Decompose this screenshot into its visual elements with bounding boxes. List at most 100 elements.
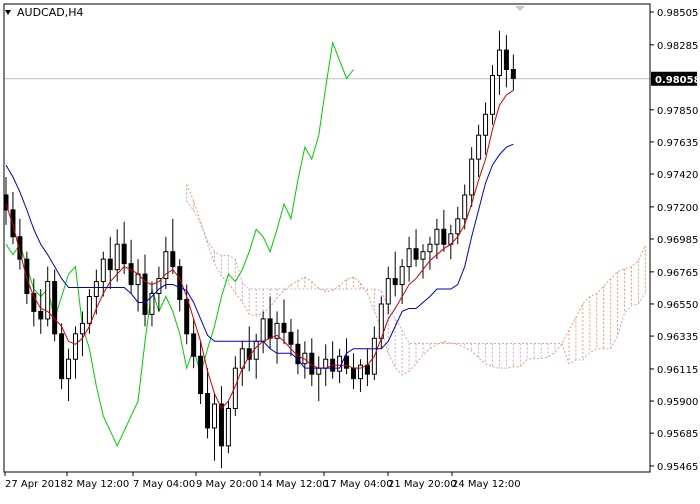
candle-body	[392, 278, 398, 286]
candle-body	[434, 228, 440, 245]
chikou-span-layer	[5, 40, 354, 448]
candle	[476, 124, 482, 178]
candle	[17, 218, 23, 270]
candle-body	[385, 278, 391, 305]
candle-body	[121, 243, 127, 265]
candle	[483, 102, 489, 155]
candle	[225, 401, 231, 454]
candle	[38, 289, 44, 334]
kijun-sen-line	[5, 143, 514, 369]
price-tick-label: 0.96765	[657, 268, 698, 279]
candle	[274, 311, 280, 364]
candle-body	[79, 322, 85, 335]
candle-body	[24, 258, 30, 295]
candle	[288, 318, 294, 357]
price-tick-label: 0.95465	[657, 462, 698, 473]
candle-body	[316, 367, 322, 375]
candle-body	[364, 364, 370, 375]
candle	[212, 393, 217, 461]
candle	[427, 236, 433, 270]
candle	[163, 236, 169, 290]
candle-body	[288, 331, 294, 345]
candle	[455, 206, 461, 245]
candle	[205, 368, 211, 439]
candle	[281, 299, 287, 345]
symbol-dropdown-icon[interactable]	[5, 10, 11, 15]
senkou-span-b-line	[186, 200, 646, 365]
candle-body	[357, 364, 363, 380]
candle-body	[191, 333, 197, 357]
candle	[357, 359, 363, 393]
candle-body	[107, 258, 113, 271]
time-tick-label: 21 May 20:00	[388, 479, 457, 490]
candle	[392, 251, 398, 297]
candle	[413, 229, 419, 267]
candle-body	[156, 278, 162, 295]
candle-body	[128, 263, 134, 286]
candle	[149, 281, 155, 327]
time-tick-label: 14 May 12:00	[260, 479, 329, 490]
candle	[385, 266, 391, 315]
price-tick-label: 0.97200	[657, 203, 698, 214]
candle	[128, 239, 134, 294]
candle	[218, 386, 224, 469]
candle-body	[86, 295, 92, 324]
candle-body	[462, 194, 468, 220]
candle	[107, 236, 113, 290]
price-tick-label: 0.97850	[657, 106, 698, 117]
candle	[59, 323, 65, 390]
shift-marker-icon[interactable]	[515, 6, 525, 11]
price-tick-label: 0.95900	[657, 397, 698, 408]
candle	[344, 338, 350, 375]
candle	[93, 269, 99, 315]
candle-body	[399, 266, 405, 286]
candle-body	[503, 49, 509, 70]
time-tick-label: 27 Apr 2018	[5, 479, 67, 490]
candle-body	[142, 273, 148, 315]
candle	[503, 35, 509, 88]
candle-body	[351, 367, 356, 380]
candle-body	[198, 355, 204, 395]
price-tick-label: 0.97635	[657, 138, 698, 149]
price-tick-label: 0.96550	[657, 300, 698, 311]
candle-body	[253, 340, 259, 360]
candle-body	[163, 251, 169, 280]
time-tick-label: 2 May 12:00	[67, 479, 129, 490]
candle-body	[52, 281, 58, 335]
candle	[79, 311, 85, 357]
price-tick-label: 0.97420	[657, 170, 698, 181]
candle-body	[17, 236, 23, 260]
candle-body	[455, 218, 461, 235]
candle	[52, 269, 58, 342]
candle-body	[225, 408, 231, 447]
candle-body	[281, 322, 287, 333]
time-tick-label: 9 May 20:00	[196, 479, 258, 490]
plot-frame	[3, 3, 651, 473]
candle-body	[260, 318, 266, 342]
candle-body	[476, 134, 482, 160]
candle-body	[441, 228, 447, 245]
axes: 0.98505 0.98285 0.97850 0.97635 0.97420 0.972…	[3, 3, 700, 490]
candle-body	[38, 310, 44, 320]
candle-body	[323, 358, 329, 369]
candle	[469, 147, 475, 207]
price-tick-label: 0.96115	[657, 365, 698, 376]
candle	[66, 348, 72, 402]
candle-body	[483, 113, 489, 136]
candle	[490, 65, 495, 125]
chikou-span-line	[5, 40, 354, 448]
candle-body	[344, 355, 350, 369]
candle	[420, 244, 426, 279]
current-price-label: 0.98058	[655, 75, 700, 86]
candle	[31, 278, 37, 327]
price-tick-label: 0.96335	[657, 332, 698, 343]
candle-body	[205, 393, 211, 429]
candle-body	[420, 251, 426, 260]
candle-body	[490, 74, 495, 115]
current-price-badge	[651, 71, 697, 86]
price-tick-label: 0.95685	[657, 429, 698, 440]
candle-body	[406, 248, 412, 268]
candle-body	[184, 298, 190, 335]
price-tick-label: 0.98285	[657, 41, 698, 52]
